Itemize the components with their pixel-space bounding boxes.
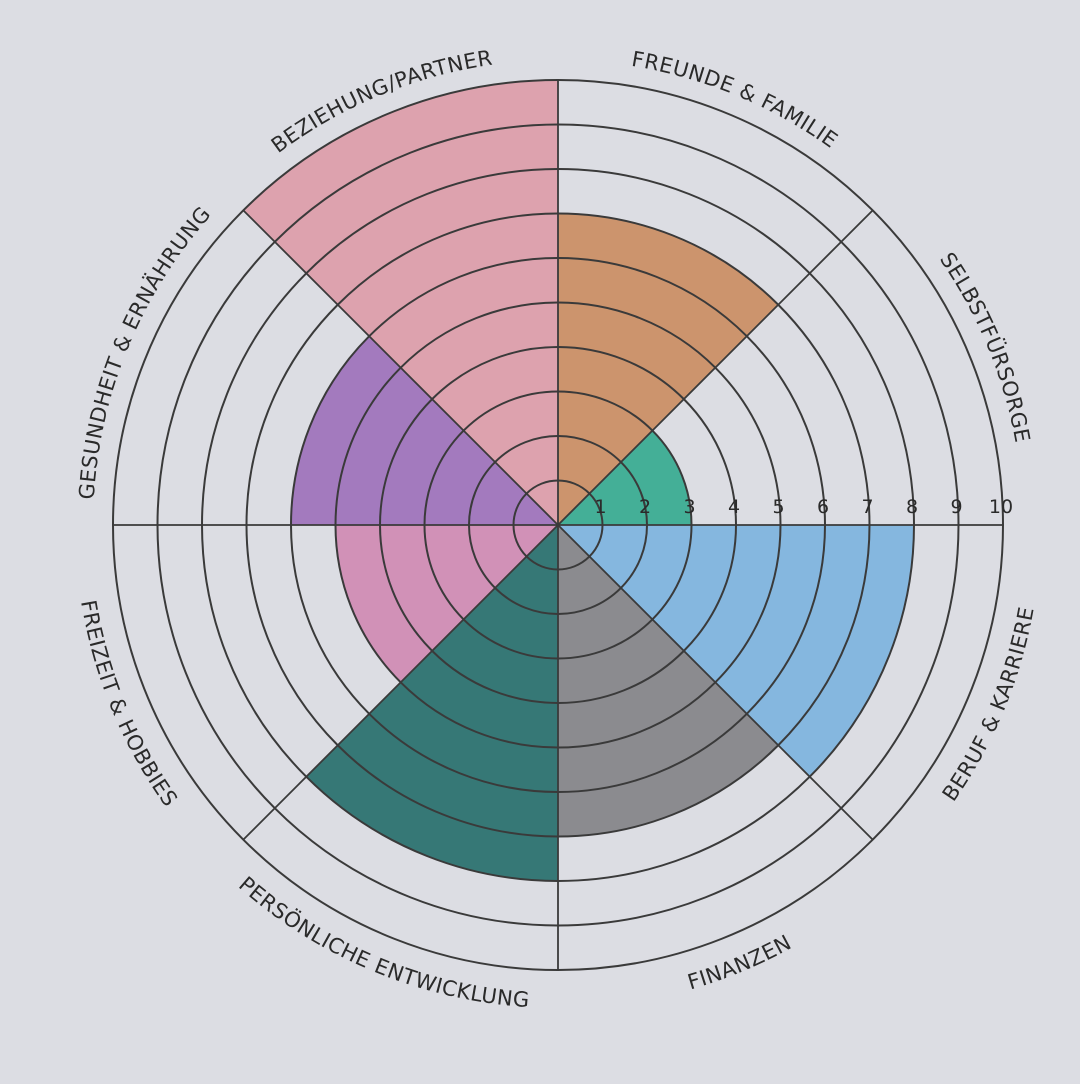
spoke-1 bbox=[557, 209, 874, 526]
grid-layer bbox=[112, 79, 1004, 971]
tick-label-6: 6 bbox=[817, 496, 829, 518]
spoke-7 bbox=[242, 209, 559, 526]
sector-beruf-karriere bbox=[558, 525, 914, 777]
sector-beziehung-partner bbox=[243, 80, 558, 525]
tick-label-3: 3 bbox=[683, 496, 695, 518]
tick-label-1: 1 bbox=[594, 496, 606, 518]
tick-label-7: 7 bbox=[861, 496, 873, 518]
tick-label-10: 10 bbox=[989, 496, 1013, 518]
tick-label-5: 5 bbox=[772, 496, 784, 518]
tick-label-layer: 1 2 3 4 5 6 7 8 9 10 bbox=[594, 496, 1013, 518]
sector-pers-nliche-entwicklung bbox=[306, 525, 558, 881]
sector-gesundheit-ern-hrung bbox=[291, 336, 558, 525]
tick-label-9: 9 bbox=[950, 496, 962, 518]
tick-label-2: 2 bbox=[639, 496, 651, 518]
sector-selbstf-rsorge bbox=[558, 430, 692, 525]
sector-freunde-familie bbox=[558, 213, 779, 525]
sector-finanzen bbox=[558, 525, 779, 837]
spoke-5 bbox=[242, 524, 559, 841]
spoke-3 bbox=[557, 524, 874, 841]
tick-label-8: 8 bbox=[906, 496, 918, 518]
tick-label-4: 4 bbox=[728, 496, 740, 518]
sector-layer bbox=[243, 80, 914, 881]
sector-freizeit-hobbies bbox=[335, 525, 558, 683]
